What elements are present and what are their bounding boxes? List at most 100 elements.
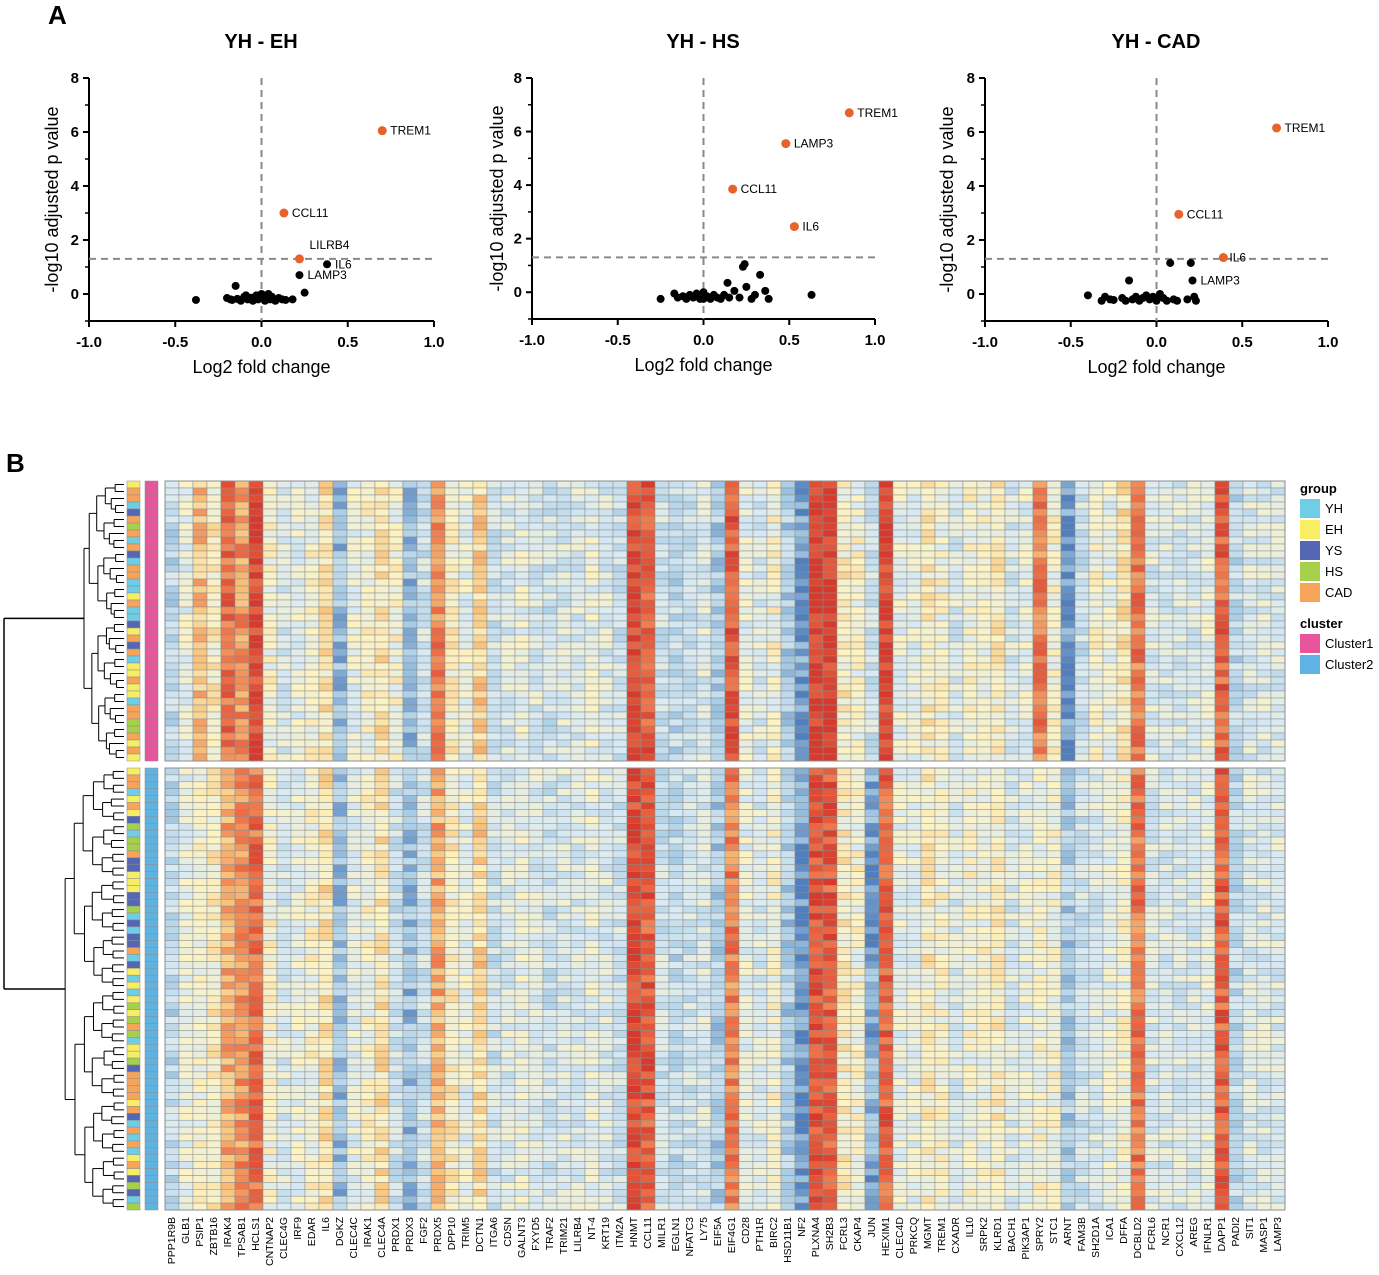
heatmap-cell xyxy=(612,816,628,824)
heatmap-cell xyxy=(710,850,726,859)
heatmap-cell xyxy=(1242,627,1258,636)
heatmap-cell xyxy=(780,878,796,886)
heatmap-cell xyxy=(430,718,446,727)
heatmap-cell xyxy=(934,697,950,706)
heatmap-cell xyxy=(724,753,740,762)
heatmap-cell xyxy=(1242,767,1258,776)
heatmap-cell xyxy=(1074,850,1090,859)
heatmap-cell xyxy=(934,809,950,817)
heatmap-cell xyxy=(276,718,292,727)
heatmap-cell xyxy=(626,683,642,692)
heatmap-cell xyxy=(1116,536,1132,545)
heatmap-cell xyxy=(752,536,768,545)
heatmap-cell xyxy=(948,669,964,678)
heatmap-cell xyxy=(808,557,824,566)
heatmap-cell xyxy=(612,641,628,650)
heatmap-cell xyxy=(640,857,656,865)
heatmap-cell xyxy=(1046,655,1062,664)
heatmap-cell xyxy=(724,697,740,706)
heatmap-cell xyxy=(836,795,852,803)
heatmap-cell xyxy=(836,697,852,706)
heatmap-cell xyxy=(458,634,474,643)
heatmap-cell xyxy=(304,718,320,727)
heatmap-cell xyxy=(1018,676,1034,685)
heatmap-cell xyxy=(1158,816,1174,824)
heatmap-cell xyxy=(514,585,530,594)
heatmap-cell xyxy=(346,697,362,706)
heatmap-cell xyxy=(556,809,572,817)
heatmap-cell xyxy=(402,641,418,650)
heatmap-cell xyxy=(920,529,936,538)
heatmap-cell xyxy=(192,850,208,859)
heatmap-cell xyxy=(1004,578,1020,587)
heatmap-cell xyxy=(738,823,754,831)
heatmap-cell xyxy=(486,739,502,748)
heatmap-cell xyxy=(346,898,362,907)
heatmap-cell xyxy=(654,522,670,531)
heatmap-cell xyxy=(1256,662,1272,671)
heatmap-cell xyxy=(906,697,922,706)
heatmap-cell xyxy=(906,613,922,622)
heatmap-cell xyxy=(556,550,572,559)
y-tick-label: 2 xyxy=(71,232,79,249)
heatmap-cell xyxy=(1046,746,1062,755)
heatmap-cell xyxy=(570,885,586,893)
heatmap-cell xyxy=(1186,697,1202,706)
heatmap-cell xyxy=(290,802,306,810)
heatmap-cell xyxy=(640,843,656,852)
heatmap-cell xyxy=(206,606,222,615)
heatmap-cell xyxy=(948,543,964,552)
heatmap-cell xyxy=(850,480,866,489)
heatmap-cell xyxy=(990,788,1006,796)
heatmap-cell xyxy=(304,864,320,872)
heatmap-cell xyxy=(1270,892,1286,900)
heatmap-cell xyxy=(192,892,208,900)
heatmap-cell xyxy=(388,599,404,608)
heatmap-cell xyxy=(780,683,796,692)
heatmap-cell xyxy=(1088,788,1104,796)
heatmap-cell xyxy=(892,739,908,748)
heatmap-cell xyxy=(430,857,446,865)
heatmap-cell xyxy=(906,878,922,886)
heatmap-cell xyxy=(780,697,796,706)
heatmap-cell xyxy=(1172,571,1188,580)
heatmap-cell xyxy=(990,711,1006,720)
heatmap-cell xyxy=(416,585,432,594)
heatmap-cell xyxy=(486,898,502,907)
heatmap-cell xyxy=(514,690,530,699)
heatmap-cell xyxy=(248,767,264,776)
heatmap-cell xyxy=(1200,795,1216,803)
heatmap-cell xyxy=(990,529,1006,538)
heatmap-cell xyxy=(1242,753,1258,762)
heatmap-cell xyxy=(682,864,698,872)
heatmap-cell xyxy=(794,543,810,552)
heatmap-cell xyxy=(1102,732,1118,741)
heatmap-cell xyxy=(164,767,180,776)
heatmap-cell xyxy=(948,557,964,566)
heatmap-cell xyxy=(864,809,880,817)
heatmap-cell xyxy=(276,767,292,776)
heatmap-cell xyxy=(248,711,264,720)
heatmap-cell xyxy=(514,704,530,713)
heatmap-cell xyxy=(1144,690,1160,699)
heatmap-cell xyxy=(654,843,670,852)
heatmap-cell xyxy=(724,508,740,517)
heatmap-cell xyxy=(1172,816,1188,824)
heatmap-cell xyxy=(990,829,1006,838)
heatmap-cell xyxy=(598,536,614,545)
heatmap-cell xyxy=(416,690,432,699)
heatmap-cell xyxy=(276,746,292,755)
heatmap-cell xyxy=(402,823,418,831)
heatmap-cell xyxy=(1200,781,1216,789)
heatmap-cell xyxy=(178,599,194,608)
heatmap-cell xyxy=(1018,809,1034,817)
heatmap-cell xyxy=(1032,676,1048,685)
heatmap-cell xyxy=(934,690,950,699)
heatmap-cell xyxy=(794,508,810,517)
heatmap-cell xyxy=(1214,781,1230,789)
heatmap-cell xyxy=(948,641,964,650)
heatmap-cell xyxy=(682,788,698,796)
heatmap-cell xyxy=(248,774,264,783)
heatmap-cell xyxy=(556,557,572,566)
heatmap-cell xyxy=(682,578,698,587)
